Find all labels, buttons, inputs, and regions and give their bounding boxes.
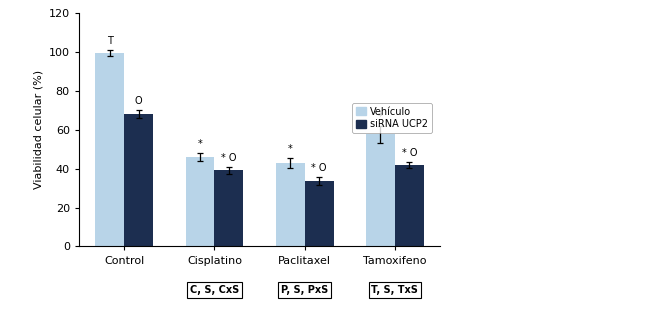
Bar bbox=[185, 157, 214, 246]
Text: * O: * O bbox=[221, 153, 237, 163]
Text: * O: * O bbox=[401, 148, 417, 158]
Text: *: * bbox=[198, 139, 202, 149]
Text: T, S, TxS: T, S, TxS bbox=[371, 285, 419, 295]
Text: * O: * O bbox=[311, 163, 327, 173]
Bar bbox=[95, 52, 124, 246]
Bar bbox=[366, 134, 395, 246]
Legend: Vehículo, siRNA UCP2: Vehículo, siRNA UCP2 bbox=[352, 103, 432, 133]
Text: T: T bbox=[107, 36, 112, 46]
Text: *: * bbox=[288, 144, 292, 154]
Bar bbox=[214, 170, 243, 246]
Text: *: * bbox=[378, 112, 383, 122]
Text: O: O bbox=[135, 96, 143, 106]
Bar bbox=[305, 181, 334, 246]
Bar bbox=[395, 165, 424, 246]
Bar bbox=[124, 114, 153, 246]
Y-axis label: Viabilidad celular (%): Viabilidad celular (%) bbox=[33, 70, 43, 189]
Text: P, S, PxS: P, S, PxS bbox=[281, 285, 328, 295]
Text: C, S, CxS: C, S, CxS bbox=[190, 285, 239, 295]
Bar bbox=[276, 163, 305, 246]
